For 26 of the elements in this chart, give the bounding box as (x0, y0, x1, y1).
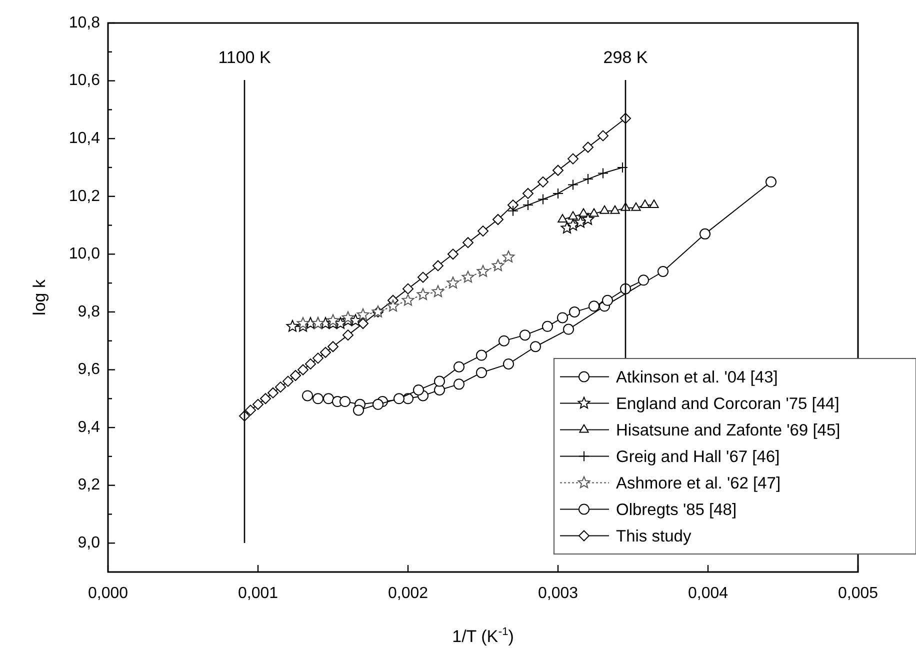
legend-label: Atkinson et al. '04 [43] (616, 368, 778, 386)
x-tick-label: 0,005 (838, 585, 878, 602)
y-tick-label: 10,6 (68, 72, 100, 90)
legend-label: England and Corcoran '75 [44] (616, 394, 840, 413)
y-tick-label: 9,2 (78, 476, 100, 494)
legend-label: Olbregts '85 [48] (616, 500, 737, 519)
y-tick-label: 9,6 (78, 361, 100, 378)
ref-line-label: 1100 K (218, 48, 272, 67)
y-tick-label: 9,8 (78, 303, 100, 320)
y-axis-title: log k (30, 279, 49, 316)
x-tick-label: 0,002 (388, 585, 428, 602)
y-tick-label: 10,0 (68, 246, 100, 263)
x-tick-label: 0,004 (688, 585, 728, 602)
x-tick-label: 0,001 (238, 585, 278, 602)
y-tick-label: 10,4 (68, 130, 100, 147)
ref-line-label: 298 K (603, 48, 648, 67)
legend-label: Hisatsune and Zafonte '69 [45] (616, 421, 840, 440)
y-tick-label: 10,2 (68, 188, 100, 205)
legend-label: Ashmore et al. '62 [47] (616, 474, 781, 492)
legend-label: Greig and Hall '67 [46] (616, 448, 780, 466)
y-tick-label: 10,8 (68, 14, 100, 32)
y-tick-label: 9,0 (78, 534, 100, 552)
legend-label: This study (616, 527, 692, 546)
x-tick-label: 0,000 (88, 585, 128, 602)
x-tick-label: 0,003 (538, 585, 578, 602)
y-tick-label: 9,4 (78, 418, 100, 436)
